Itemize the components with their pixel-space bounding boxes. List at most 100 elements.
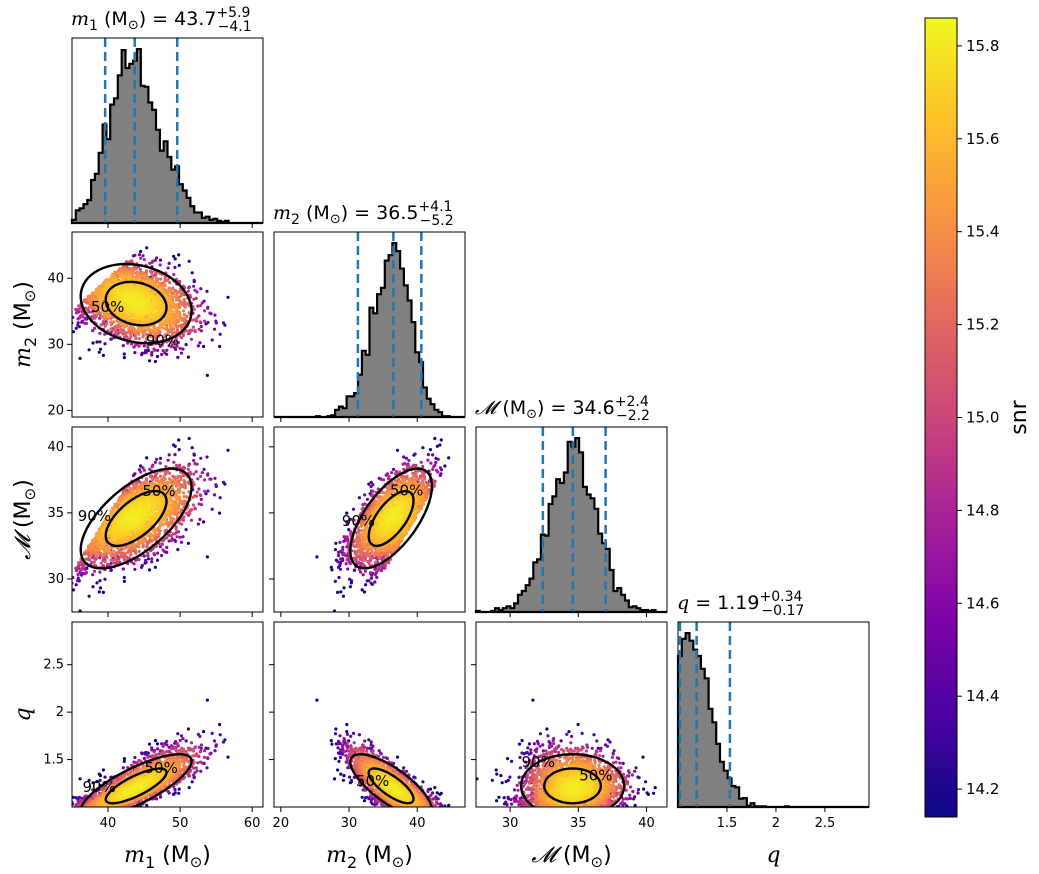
sample-point bbox=[147, 568, 152, 572]
sample-point bbox=[191, 495, 195, 499]
sample-point bbox=[95, 340, 99, 344]
sample-point bbox=[190, 446, 194, 450]
sample-point bbox=[193, 330, 197, 334]
sample-point bbox=[178, 346, 182, 350]
sample-point bbox=[91, 573, 95, 577]
sample-point bbox=[160, 507, 164, 511]
sample-point bbox=[206, 489, 210, 493]
sample-point bbox=[121, 344, 125, 348]
sample-point bbox=[218, 511, 222, 515]
sample-point bbox=[168, 281, 172, 285]
sample-point bbox=[74, 311, 79, 315]
sample-point bbox=[214, 319, 218, 323]
sample-point bbox=[182, 495, 186, 499]
sample-point bbox=[203, 319, 207, 323]
sample-point bbox=[131, 543, 136, 547]
sample-point bbox=[147, 334, 151, 338]
sample-point bbox=[162, 479, 166, 483]
sample-point bbox=[146, 551, 150, 555]
sample-point bbox=[97, 307, 102, 311]
sample-point bbox=[134, 482, 139, 486]
sample-point bbox=[127, 327, 131, 331]
sample-point bbox=[128, 308, 132, 312]
sample-point bbox=[109, 323, 113, 327]
sample-point bbox=[176, 506, 180, 510]
sample-point bbox=[167, 286, 171, 290]
sample-point bbox=[173, 295, 177, 299]
sample-point bbox=[72, 330, 75, 334]
sample-point bbox=[196, 522, 200, 526]
sample-point bbox=[179, 292, 183, 296]
sample-point bbox=[173, 257, 177, 261]
sample-point bbox=[175, 513, 179, 517]
sample-point bbox=[157, 525, 161, 530]
sample-point bbox=[72, 588, 75, 592]
sample-point bbox=[110, 320, 114, 324]
sample-point bbox=[131, 492, 136, 496]
sample-point bbox=[176, 355, 180, 359]
sample-point bbox=[74, 583, 78, 587]
sample-point bbox=[126, 508, 130, 512]
sample-point bbox=[153, 537, 157, 541]
sample-point bbox=[110, 305, 114, 309]
sample-point bbox=[91, 341, 95, 345]
sample-point bbox=[176, 320, 180, 324]
sample-point bbox=[158, 263, 162, 267]
sample-point bbox=[140, 565, 144, 570]
sample-point bbox=[174, 308, 178, 312]
sample-point bbox=[189, 508, 193, 512]
sample-point bbox=[92, 538, 96, 542]
sample-point bbox=[218, 344, 222, 349]
sample-point bbox=[110, 551, 114, 555]
sample-point bbox=[103, 324, 107, 328]
sample-point bbox=[122, 335, 127, 340]
sample-point bbox=[202, 467, 206, 471]
sample-point bbox=[169, 539, 173, 543]
sample-point bbox=[155, 354, 160, 359]
sample-point bbox=[113, 270, 117, 274]
sample-point bbox=[139, 464, 143, 468]
sample-point bbox=[121, 332, 125, 336]
sample-point bbox=[177, 490, 182, 495]
sample-point bbox=[141, 254, 145, 258]
sample-point bbox=[72, 315, 75, 319]
sample-point bbox=[68, 318, 71, 321]
sample-point bbox=[142, 258, 146, 262]
sample-point bbox=[78, 356, 82, 360]
sample-point bbox=[131, 300, 135, 304]
sample-point bbox=[174, 347, 178, 351]
sample-point bbox=[123, 499, 127, 503]
sample-point bbox=[170, 499, 174, 503]
sample-point bbox=[117, 269, 121, 273]
sample-point bbox=[196, 304, 200, 308]
sample-point bbox=[127, 304, 131, 309]
sample-point bbox=[109, 275, 113, 279]
sample-point bbox=[158, 258, 163, 262]
sample-point bbox=[93, 303, 97, 307]
sample-point bbox=[151, 275, 155, 279]
sample-point bbox=[101, 547, 105, 551]
sample-point bbox=[137, 549, 141, 553]
sample-point bbox=[167, 487, 171, 491]
sample-point bbox=[114, 324, 119, 328]
sample-point bbox=[150, 560, 154, 564]
sample-point bbox=[157, 495, 161, 499]
sample-point bbox=[174, 290, 178, 294]
sample-point bbox=[109, 279, 113, 283]
sample-point bbox=[151, 311, 155, 315]
sample-point bbox=[184, 528, 188, 532]
sample-point bbox=[195, 290, 199, 294]
contour-50% bbox=[104, 280, 168, 327]
sample-point bbox=[175, 490, 179, 494]
sample-point bbox=[160, 482, 164, 486]
sample-point bbox=[155, 558, 160, 562]
sample-point bbox=[157, 285, 161, 289]
sample-point bbox=[185, 495, 189, 499]
sample-point bbox=[189, 337, 194, 341]
sample-point bbox=[142, 554, 146, 558]
sample-point bbox=[113, 556, 117, 560]
sample-point bbox=[100, 300, 105, 304]
sample-point bbox=[122, 352, 126, 356]
sample-point bbox=[157, 332, 161, 336]
sample-point bbox=[83, 317, 87, 321]
